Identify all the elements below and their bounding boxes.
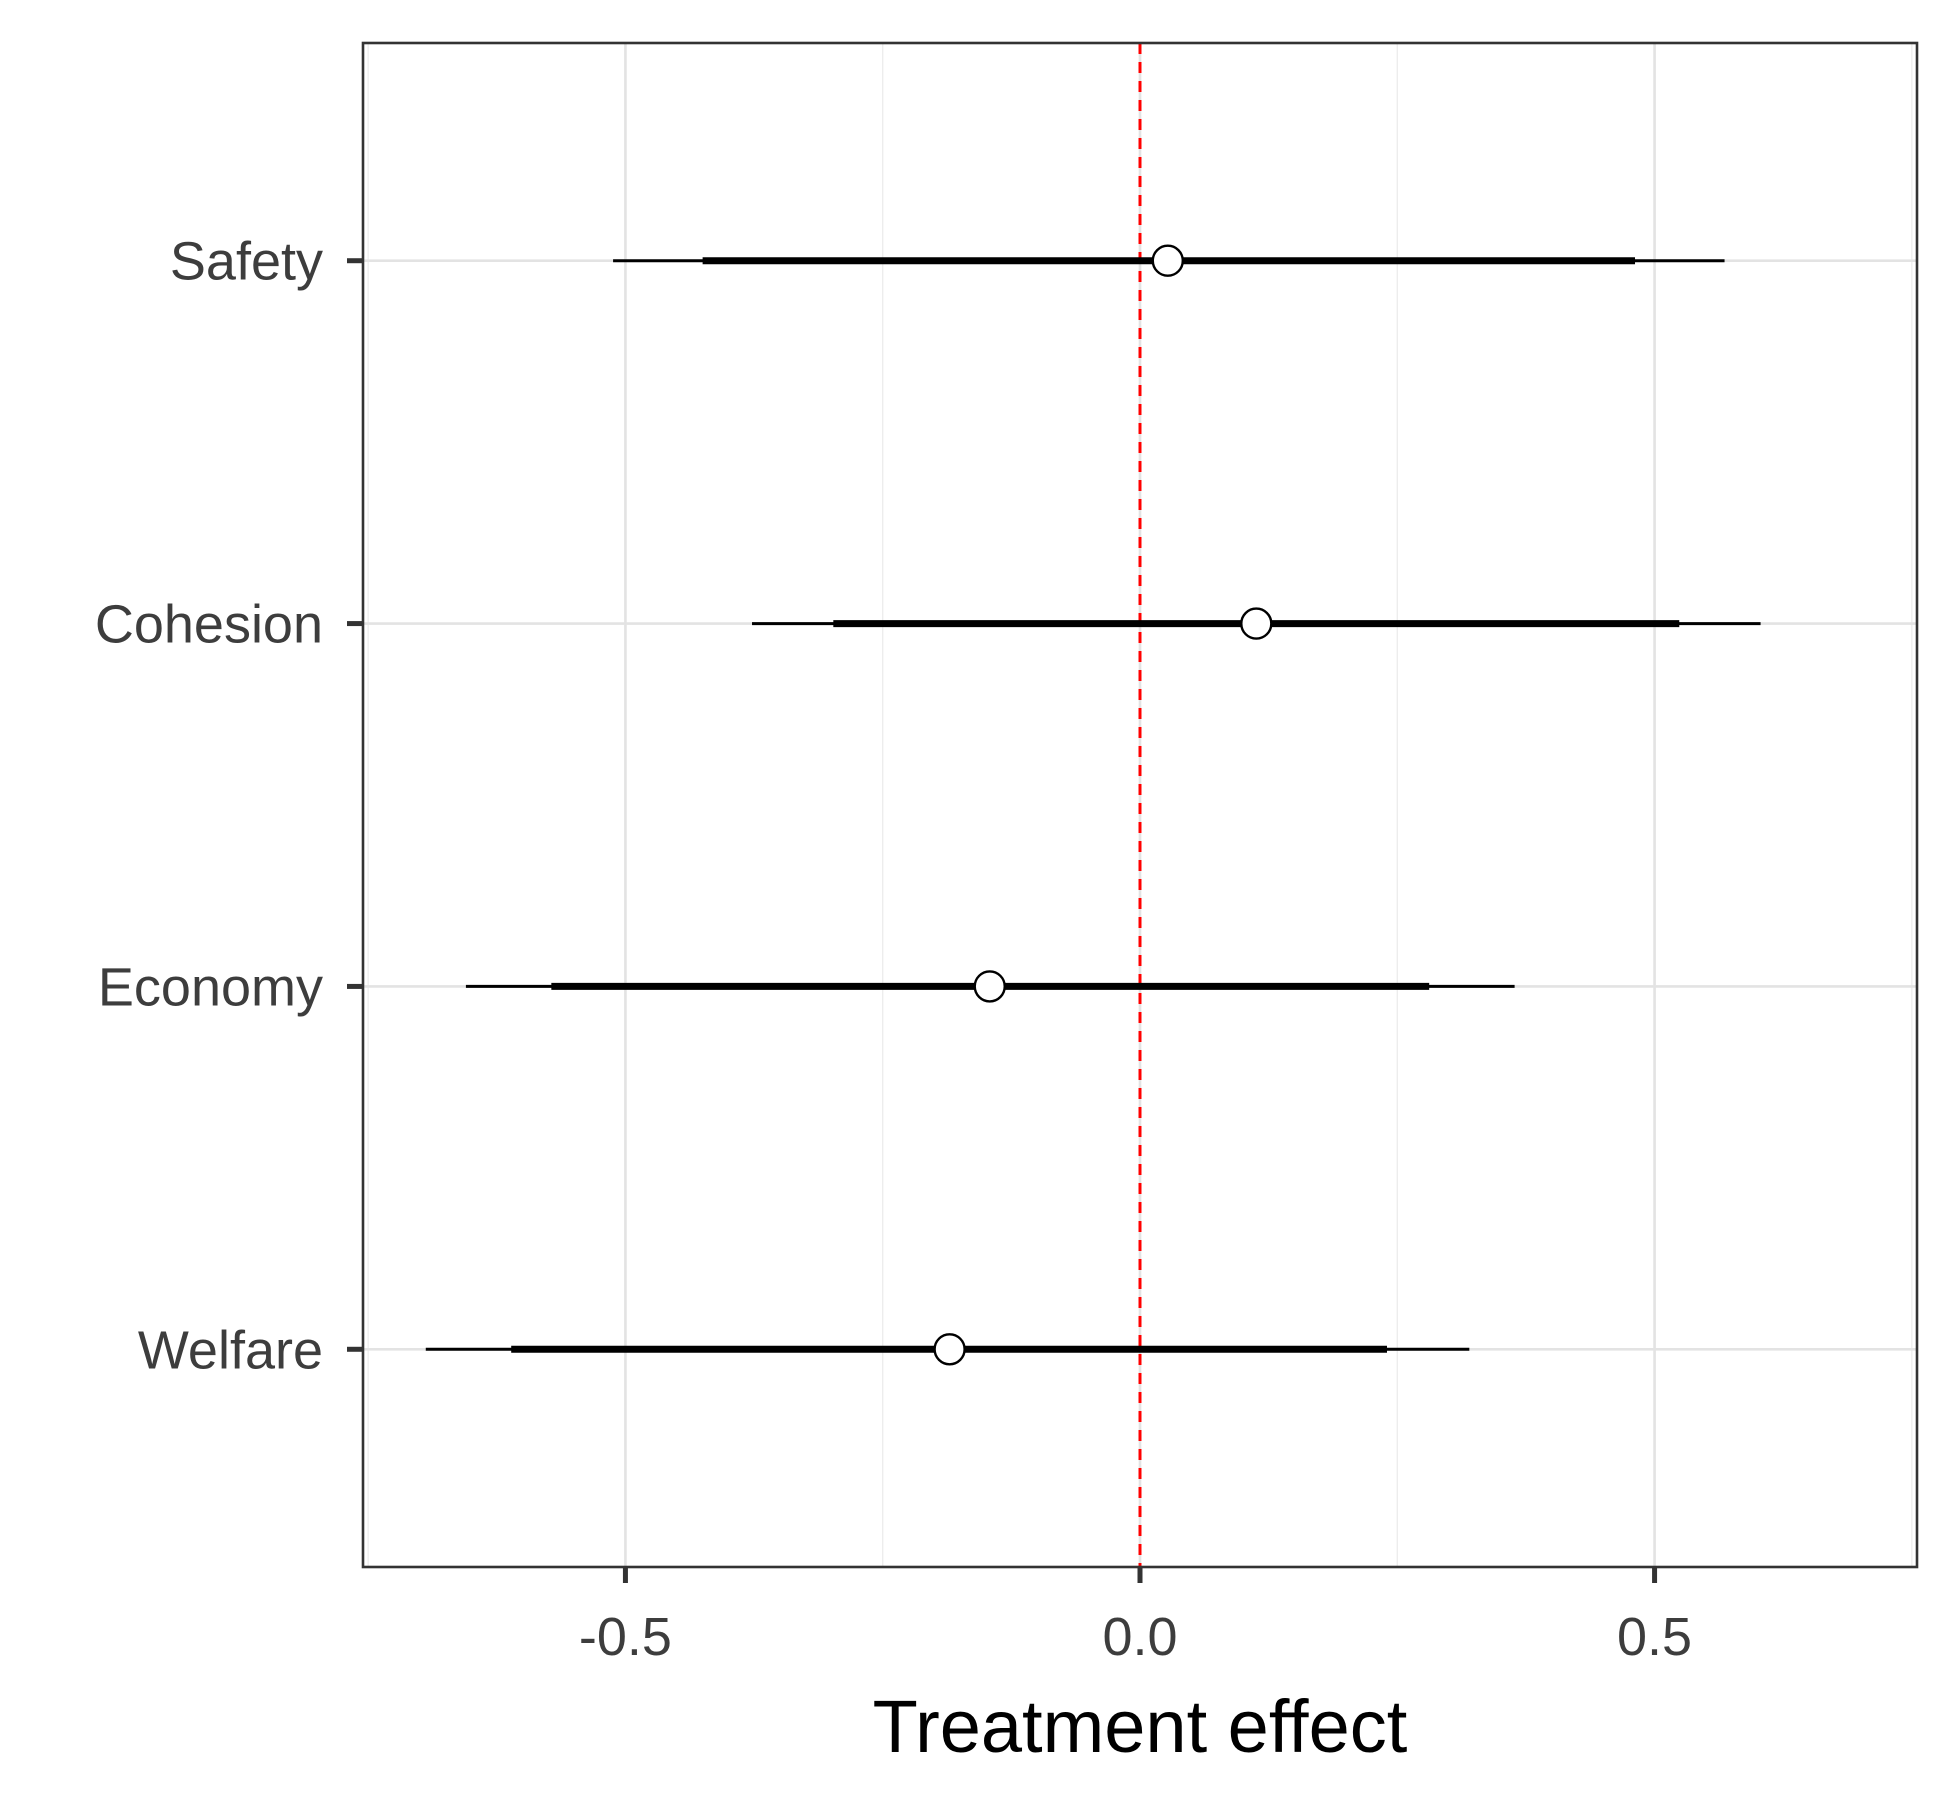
y-tick-label: Cohesion xyxy=(95,595,323,655)
estimate-point xyxy=(933,1333,966,1366)
y-tick-label: Economy xyxy=(98,957,323,1017)
y-tick-label: Safety xyxy=(170,232,323,292)
estimate-point xyxy=(973,970,1006,1003)
estimate-point xyxy=(1151,244,1184,277)
estimate-point xyxy=(1240,607,1273,640)
y-tick-label: Welfare xyxy=(138,1320,323,1380)
x-tick-label: 0.5 xyxy=(1617,1607,1692,1667)
x-axis-title: Treatment effect xyxy=(873,1685,1408,1768)
axes: -0.5 0.0 0.5 Safety Cohesion Economy Welfare xyxy=(95,232,1692,1667)
x-tick-label: 0.0 xyxy=(1102,1607,1177,1667)
estimate-points xyxy=(933,244,1273,1366)
x-tick-label: -0.5 xyxy=(579,1607,672,1667)
